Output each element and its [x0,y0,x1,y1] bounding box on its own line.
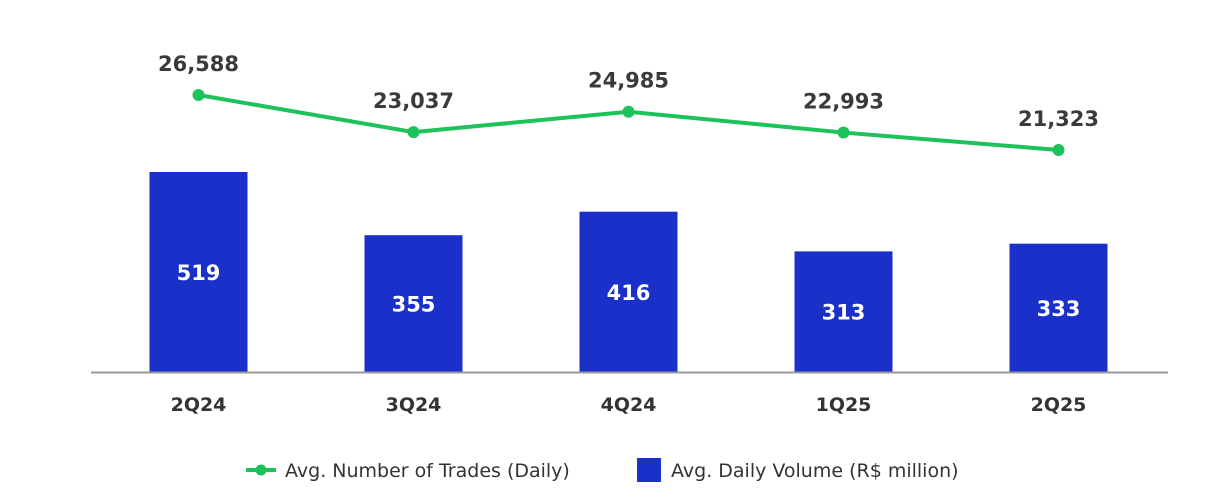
bar-value-label-3Q24: 355 [392,293,436,317]
bar-1Q25 [794,251,893,372]
bar-4Q24 [579,211,678,372]
bar-3Q24 [364,235,463,372]
bar-value-label-1Q25: 313 [822,301,866,325]
bar-value-label-2Q24: 519 [177,261,221,285]
x-tick-label-1Q25: 1Q25 [816,394,872,416]
legend-item-trades: Avg. Number of Trades (Daily) [246,460,570,482]
legend-square-marker-icon [637,458,661,482]
trades-point-1Q25 [837,126,850,139]
labels-layer: 519 2Q24 355 3Q24 416 4Q24 313 1Q25 333 2Q25 26,58… [158,52,1099,416]
x-tick-label-4Q24: 4Q24 [601,394,657,416]
trades-point-2Q24 [192,89,205,101]
bar-value-label-2Q25: 333 [1037,297,1081,321]
line-series-layer [192,89,1065,156]
bar-2Q24 [149,172,248,372]
legend-dot-marker-icon [255,464,267,476]
trades-value-label-3Q24: 23,037 [373,89,454,113]
legend-label-trades: Avg. Number of Trades (Daily) [285,460,570,482]
trades-point-2Q25 [1052,144,1065,156]
bar-value-label-4Q24: 416 [607,281,651,305]
x-tick-label-2Q24: 2Q24 [171,394,227,416]
trades-value-label-2Q25: 21,323 [1018,107,1099,131]
bar-2Q25 [1009,243,1108,372]
x-tick-label-3Q24: 3Q24 [386,394,442,416]
legend: Avg. Number of Trades (Daily) Avg. Daily… [246,458,959,482]
bars-layer [149,172,1108,372]
trades-value-label-1Q25: 22,993 [803,90,884,114]
trades-point-3Q24 [407,126,420,139]
trades-line [198,93,1059,152]
trades-value-label-4Q24: 24,985 [588,69,669,93]
legend-item-volume: Avg. Daily Volume (R$ million) [637,458,959,482]
trades-value-label-2Q24: 26,588 [158,52,239,76]
legend-label-volume: Avg. Daily Volume (R$ million) [671,460,959,482]
trades-point-4Q24 [622,105,635,118]
x-tick-label-2Q25: 2Q25 [1031,394,1087,416]
